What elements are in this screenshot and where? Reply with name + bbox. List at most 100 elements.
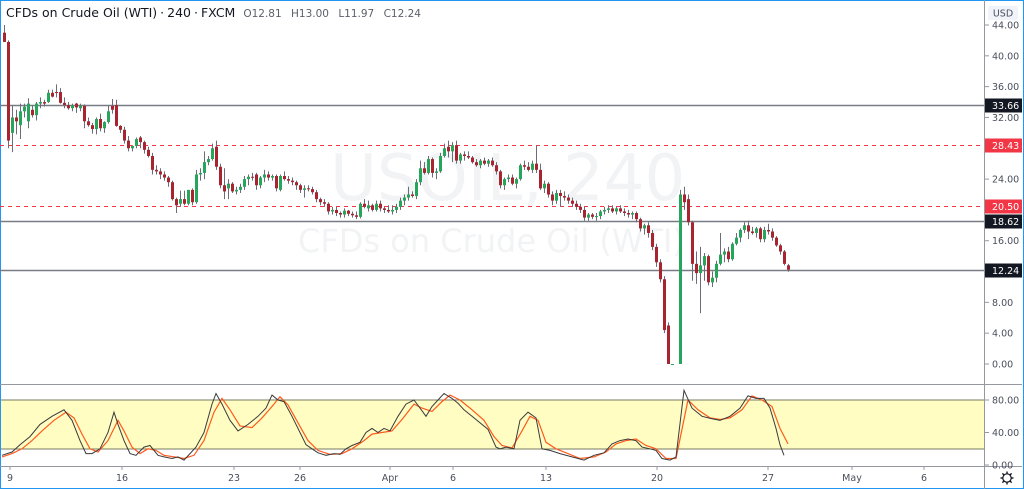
price-tag	[985, 263, 1022, 278]
interval-label[interactable]: 240	[167, 5, 191, 20]
candle-down	[255, 174, 258, 186]
price-tag	[985, 98, 1022, 113]
candle-up	[427, 159, 430, 173]
candle-up	[415, 182, 418, 197]
candle-down	[175, 199, 178, 206]
candle-up	[179, 199, 182, 204]
candle-up	[303, 188, 306, 190]
close-value: C12.24	[383, 8, 421, 20]
candle-down	[775, 237, 778, 246]
time-tick-label: 13	[540, 473, 552, 484]
candle-down	[523, 165, 526, 167]
candle-down	[139, 137, 142, 143]
candle-down	[539, 169, 542, 189]
candle-up	[443, 148, 446, 156]
oscillator-axis: 80.00 40.00 0.00	[985, 396, 1019, 472]
candle-down	[659, 262, 662, 280]
candle-up	[271, 176, 274, 178]
candle-up	[47, 92, 50, 103]
price-tick-label: 40.00	[992, 51, 1019, 62]
candle-down	[147, 149, 150, 156]
candle-down	[551, 194, 554, 201]
candle-up	[131, 145, 134, 149]
horizontal-levels[interactable]	[0, 104, 984, 272]
candle-up	[11, 117, 14, 133]
candle-down	[463, 154, 466, 156]
candle-up	[79, 105, 82, 109]
candle-down	[151, 155, 154, 170]
candle-down	[447, 146, 450, 152]
candle-up	[543, 183, 546, 189]
candle-up	[359, 203, 362, 217]
price-tick-label: 16.00	[992, 236, 1019, 247]
candle-down	[127, 140, 130, 149]
candle-down	[695, 263, 698, 274]
candle-down	[751, 231, 754, 234]
candle-down	[383, 208, 386, 210]
candle-down	[467, 155, 470, 158]
candle-down	[623, 211, 626, 213]
candle-up	[587, 214, 590, 218]
price-ticks: 44.00 40.00 36.00 32.00 24.00 16.00 8.00 4.00 0.…	[985, 21, 1019, 371]
currency-badge[interactable]	[988, 6, 1018, 20]
candle-down	[215, 146, 218, 167]
candle-down	[639, 219, 642, 229]
candle-up	[403, 197, 406, 201]
time-tick-label: 27	[762, 473, 774, 484]
candle-up	[743, 225, 746, 230]
candle-down	[15, 117, 18, 122]
currency-label: USD	[993, 9, 1013, 20]
candle-up	[135, 139, 138, 146]
time-tick-label: 23	[228, 473, 240, 484]
candle-up	[35, 103, 38, 116]
candle-down	[483, 160, 486, 164]
candle-down	[455, 145, 458, 161]
candle-down	[311, 189, 314, 193]
price-tick-label: 32.00	[992, 113, 1019, 124]
candle-down	[267, 174, 270, 178]
time-tick-label: Apr	[382, 473, 399, 484]
candle-down	[295, 182, 298, 186]
candle-up	[679, 194, 682, 364]
candle-down	[491, 160, 494, 166]
symbol-legend[interactable]: CFDs on Crude Oil (WTI) · 240 · FXCM O12…	[6, 5, 427, 21]
candle-down	[535, 163, 538, 170]
candle-up	[95, 118, 98, 130]
candle-down	[767, 229, 770, 232]
candle-down	[563, 196, 566, 198]
candle-up	[331, 209, 334, 212]
candle-up	[243, 179, 246, 187]
ohlc-values: O12.81 H13.00 L11.97 C12.24	[243, 8, 427, 20]
candle-down	[559, 192, 562, 197]
stochastic-k-line	[1, 388, 785, 461]
candle-down	[91, 125, 94, 130]
price-tick-label: 8.00	[992, 298, 1013, 309]
candle-down	[291, 180, 294, 183]
candle-up	[631, 212, 634, 215]
candle-down	[619, 208, 622, 212]
candle-up	[607, 208, 610, 210]
price-axis[interactable]: USD 44.00 40.00 36.00 32.00 24.00 16.00 8.00 4.…	[985, 6, 1022, 371]
low-value: L11.97	[338, 8, 375, 20]
price-tag-label: 20.50	[992, 202, 1019, 213]
candle-down	[163, 174, 166, 178]
price-tag-label: 33.66	[992, 101, 1019, 112]
oscillator-band	[1, 400, 984, 449]
candle-down	[159, 171, 162, 175]
candle-down	[99, 118, 102, 129]
price-tick-label: 44.00	[992, 21, 1019, 32]
gear-icon[interactable]	[1000, 471, 1014, 485]
candle-down	[379, 203, 382, 209]
symbol-name[interactable]: CFDs on Crude Oil (WTI)	[6, 5, 158, 20]
candle-up	[671, 364, 674, 365]
candle-down	[471, 157, 474, 163]
candle-down	[111, 105, 114, 110]
time-tick-label: 20	[651, 473, 663, 484]
candle-down	[3, 32, 6, 42]
price-tag-label: 28.43	[992, 141, 1019, 152]
price-tick-label: 36.00	[992, 82, 1019, 93]
candle-down	[787, 265, 790, 270]
time-axis[interactable]: 9 16 23 26 Apr 6 13 20 27 May 6	[7, 467, 927, 484]
candle-down	[571, 200, 574, 204]
